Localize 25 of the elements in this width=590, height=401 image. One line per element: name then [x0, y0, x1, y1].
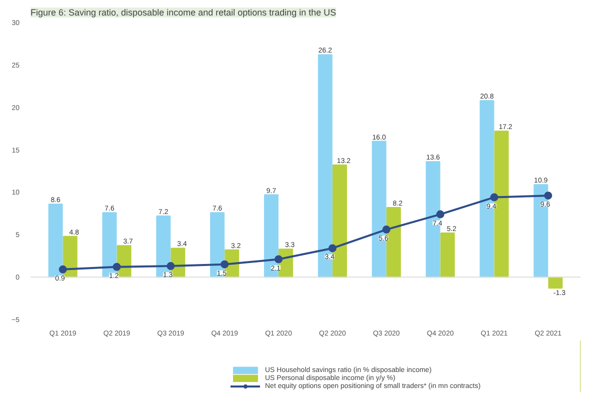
- point: [382, 226, 390, 234]
- bar: [210, 212, 225, 278]
- bar: [264, 194, 278, 278]
- point: [166, 262, 175, 270]
- bar: [494, 130, 509, 278]
- point: [112, 262, 121, 271]
- bar: [426, 161, 440, 278]
- bar: [548, 276, 563, 289]
- bar: [332, 164, 347, 278]
- point: [490, 193, 498, 202]
- bar: [480, 100, 494, 278]
- bar: [534, 184, 548, 278]
- point: [328, 244, 336, 252]
- point: [544, 192, 552, 200]
- bar: [156, 215, 171, 278]
- point: [58, 265, 67, 274]
- point: [436, 210, 444, 218]
- point: [220, 260, 229, 268]
- bar: [62, 236, 78, 278]
- bar: [372, 140, 386, 278]
- point: [274, 255, 283, 264]
- bar: [386, 206, 401, 278]
- bar: [440, 232, 455, 278]
- bar: [318, 54, 332, 278]
- chart-title: Figure 6: Saving ratio, disposable income and retail options trading in the US: [30, 8, 336, 18]
